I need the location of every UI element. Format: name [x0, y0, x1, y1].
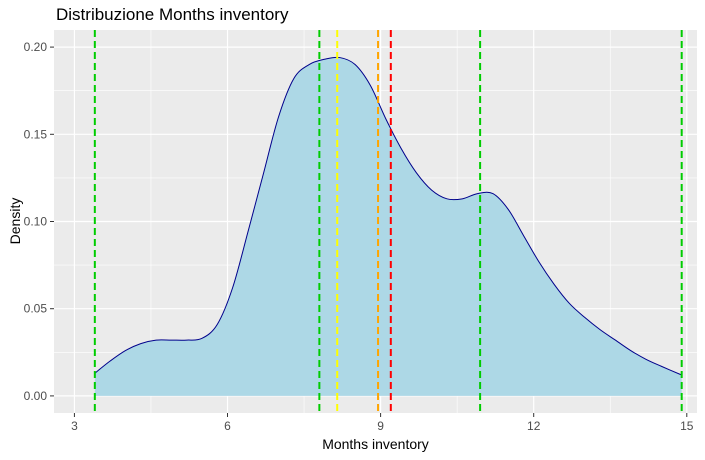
- y-axis-label: Density: [7, 197, 23, 245]
- density-area: [94, 57, 682, 396]
- y-tick-label: 0.15: [24, 127, 48, 141]
- x-tick-label: 15: [680, 419, 694, 433]
- x-tick-label: 3: [71, 419, 78, 433]
- x-tick-label: 12: [527, 419, 541, 433]
- x-tick-label: 9: [377, 419, 384, 433]
- x-axis-label: Months inventory: [322, 436, 429, 452]
- y-tick-label: 0.20: [24, 40, 48, 54]
- x-tick-label: 6: [224, 419, 231, 433]
- y-tick-label: 0.10: [24, 215, 48, 229]
- y-tick-label: 0.00: [24, 389, 48, 403]
- y-tick-label: 0.05: [24, 302, 48, 316]
- chart-title: Distribuzione Months inventory: [56, 5, 289, 24]
- density-line: [94, 56, 682, 376]
